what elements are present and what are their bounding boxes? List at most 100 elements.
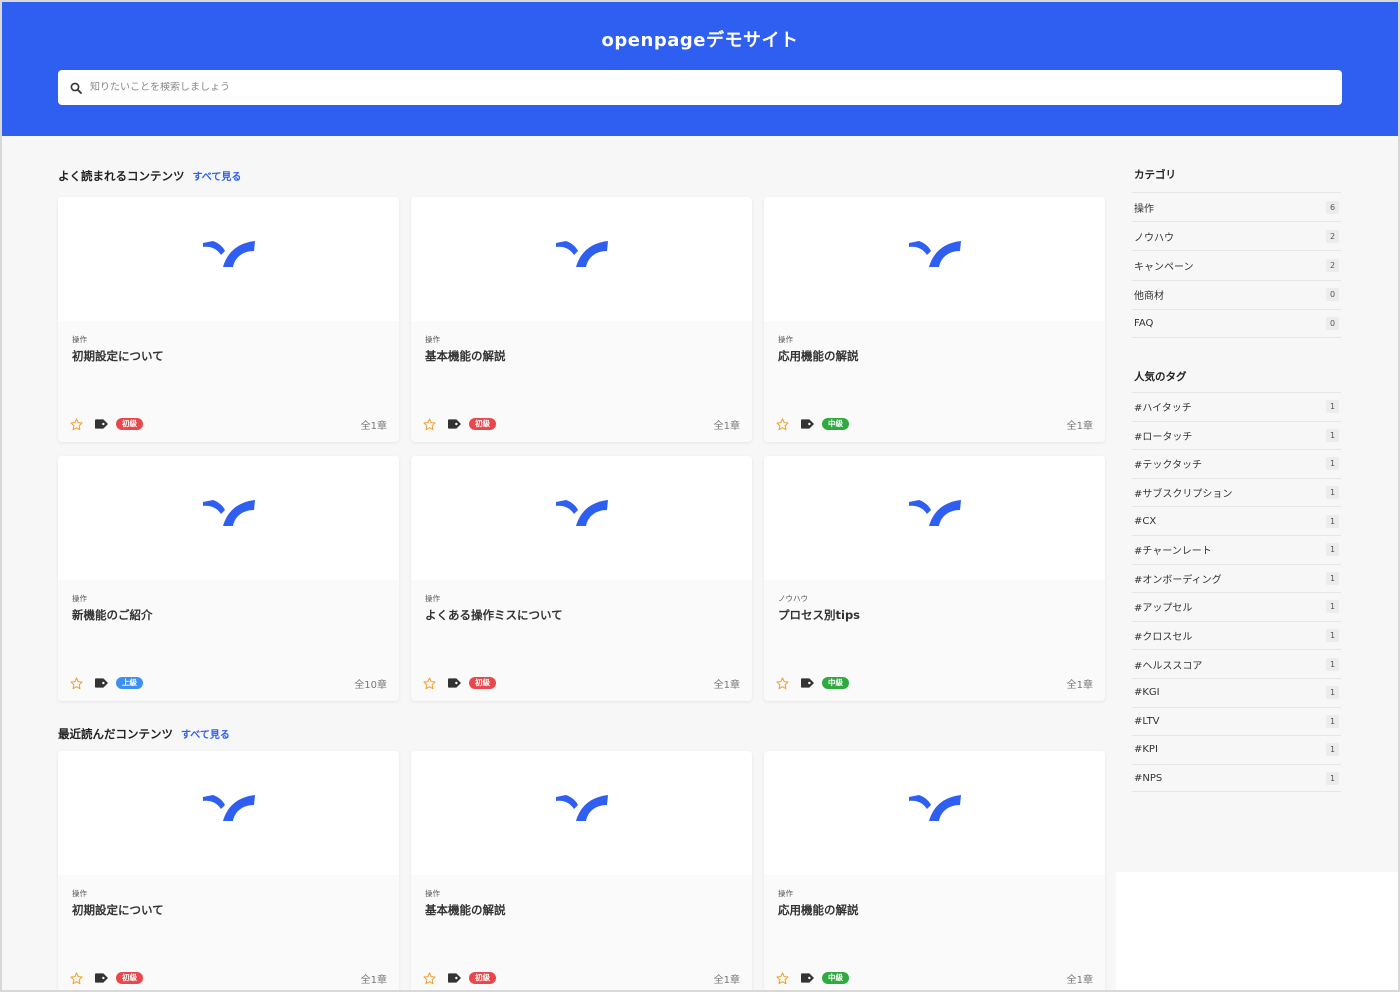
card-title[interactable]: 初期設定について [72, 903, 164, 917]
popular-see-all-link[interactable]: すべて見る [192, 172, 242, 183]
count-badge: 1 [1326, 428, 1339, 442]
card-title[interactable]: 基本機能の解説 [425, 349, 506, 363]
site-title[interactable]: openpageデモサイト [601, 30, 799, 51]
tag-item[interactable]: #CX 1 [1132, 506, 1341, 535]
category-label: 他商材 [1134, 291, 1164, 303]
content-card[interactable]: ノウハウ プロセス別tips 中級 全1章 [764, 456, 1105, 701]
openpage-logo-icon [203, 500, 255, 526]
category-item[interactable]: 他商材 0 [1132, 279, 1341, 309]
count-badge: 1 [1326, 457, 1339, 471]
card-title[interactable]: よくある操作ミスについて [425, 608, 563, 622]
card-thumbnail [764, 197, 1105, 321]
openpage-logo-icon [556, 241, 608, 267]
chapter-count: 全1章 [360, 974, 387, 986]
tag-item[interactable]: #テックタッチ 1 [1132, 449, 1341, 478]
site-header: openpageデモサイト [2, 2, 1398, 136]
tag-item[interactable]: #クロスセル 1 [1132, 620, 1341, 650]
level-badge: 初級 [469, 677, 496, 689]
tag-item[interactable]: #チャーンレート 1 [1132, 534, 1341, 564]
content-card[interactable]: 操作 初期設定について 初級 全1章 [58, 197, 399, 442]
card-category: 操作 [72, 889, 87, 898]
card-footer: 中級 全1章 [776, 970, 1093, 986]
chapter-count: 全1章 [713, 679, 740, 691]
card-title[interactable]: 応用機能の解説 [778, 349, 859, 363]
favorite-star-icon[interactable] [70, 417, 83, 431]
card-footer: 中級 全1章 [776, 416, 1093, 432]
card-title[interactable]: 新機能のご紹介 [72, 608, 153, 622]
category-item[interactable]: キャンペーン 2 [1132, 250, 1341, 279]
count-badge: 1 [1326, 400, 1339, 414]
content-card[interactable]: 操作 基本機能の解説 初級 全1章 [411, 197, 752, 442]
tag-label: #テックタッチ [1134, 460, 1202, 472]
card-title[interactable]: 基本機能の解説 [425, 903, 506, 917]
content-card[interactable]: 操作 応用機能の解説 中級 全1章 [764, 751, 1105, 992]
openpage-logo-icon [203, 795, 255, 821]
search-input[interactable] [90, 82, 1290, 93]
level-badge: 中級 [822, 972, 849, 984]
tag-label: #チャーンレート [1134, 546, 1212, 558]
count-badge: 6 [1326, 200, 1339, 214]
tag-item[interactable]: #ハイタッチ 1 [1132, 392, 1341, 421]
card-category: 操作 [425, 335, 440, 344]
content-card[interactable]: 操作 基本機能の解説 初級 全1章 [411, 751, 752, 992]
card-thumbnail [411, 456, 752, 580]
tag-label: #LTV [1134, 715, 1160, 727]
favorite-star-icon[interactable] [776, 971, 789, 985]
favorite-star-icon[interactable] [423, 676, 436, 690]
favorite-star-icon[interactable] [70, 971, 83, 985]
category-item[interactable]: 操作 6 [1132, 192, 1341, 221]
category-label: キャンペーン [1134, 261, 1194, 273]
tag-item[interactable]: #LTV 1 [1132, 706, 1341, 736]
count-badge: 1 [1326, 514, 1339, 528]
tag-icon [95, 973, 108, 983]
tag-label: #CX [1134, 515, 1157, 527]
card-category: ノウハウ [778, 594, 808, 603]
favorite-star-icon[interactable] [776, 676, 789, 690]
favorite-star-icon[interactable] [423, 971, 436, 985]
tag-item[interactable]: #アップセル 1 [1132, 592, 1341, 621]
content-card[interactable]: 操作 新機能のご紹介 上級 全10章 [58, 456, 399, 701]
count-badge: 2 [1326, 229, 1339, 243]
tag-label: #クロスセル [1134, 632, 1193, 644]
card-title[interactable]: 応用機能の解説 [778, 903, 859, 917]
content-card[interactable]: 操作 応用機能の解説 中級 全1章 [764, 197, 1105, 442]
tag-item[interactable]: #ヘルススコア 1 [1132, 649, 1341, 678]
openpage-logo-icon [556, 500, 608, 526]
card-category: 操作 [778, 335, 793, 344]
card-title[interactable]: 初期設定について [72, 349, 164, 363]
content-card[interactable]: 操作 よくある操作ミスについて 初級 全1章 [411, 456, 752, 701]
tag-label: #NPS [1134, 772, 1163, 784]
tag-label: #ヘルススコア [1134, 660, 1203, 672]
content-card[interactable]: 操作 初期設定について 初級 全1章 [58, 751, 399, 992]
category-item[interactable]: FAQ 0 [1132, 308, 1341, 338]
favorite-star-icon[interactable] [423, 417, 436, 431]
tag-item[interactable]: #NPS 1 [1132, 763, 1341, 793]
card-footer: 初級 全1章 [423, 675, 740, 691]
tag-item[interactable]: #サブスクリプション 1 [1132, 477, 1341, 507]
count-badge: 1 [1326, 571, 1339, 585]
tag-item[interactable]: #KGI 1 [1132, 677, 1341, 707]
tag-item[interactable]: #オンボーディング 1 [1132, 563, 1341, 593]
tag-icon [448, 678, 461, 688]
level-badge: 初級 [116, 418, 143, 430]
tag-item[interactable]: #KPI 1 [1132, 735, 1341, 764]
tag-icon [801, 678, 814, 688]
category-item[interactable]: ノウハウ 2 [1132, 221, 1341, 250]
card-footer: 初級 全1章 [423, 416, 740, 432]
tag-item[interactable]: #ロータッチ 1 [1132, 420, 1341, 450]
tag-icon [801, 419, 814, 429]
popular-section-title: よく読まれるコンテンツ [58, 169, 185, 183]
card-category: 操作 [425, 594, 440, 603]
tag-icon [801, 973, 814, 983]
tag-label: #KGI [1134, 687, 1160, 699]
favorite-star-icon[interactable] [776, 417, 789, 431]
card-thumbnail [764, 751, 1105, 875]
search-bar[interactable] [58, 70, 1342, 105]
recent-see-all-link[interactable]: すべて見る [181, 730, 230, 741]
favorite-star-icon[interactable] [70, 676, 83, 690]
card-footer: 初級 全1章 [70, 970, 387, 986]
category-label: FAQ [1134, 317, 1154, 329]
level-badge: 初級 [469, 418, 496, 430]
card-title[interactable]: プロセス別tips [778, 608, 861, 622]
card-thumbnail [58, 456, 399, 580]
